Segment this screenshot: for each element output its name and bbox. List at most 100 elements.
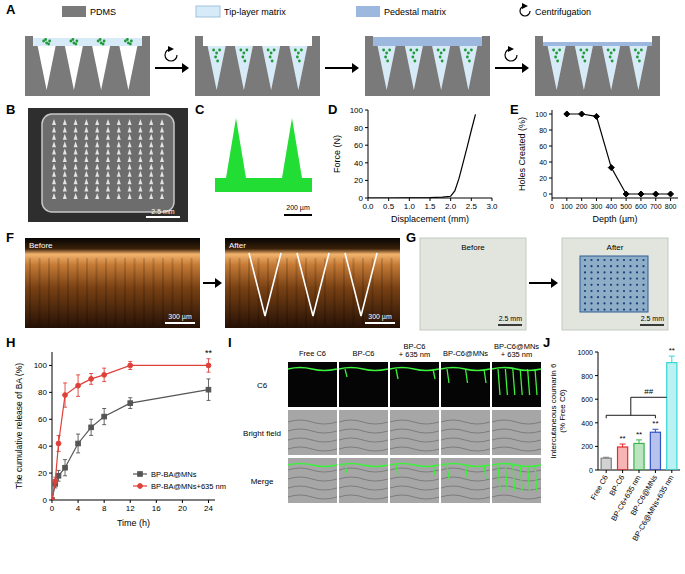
error-bar <box>57 435 61 451</box>
error-bar <box>128 398 132 409</box>
micrograph <box>492 429 541 433</box>
y-tick-label: 60 <box>354 141 363 150</box>
photo <box>149 171 153 177</box>
drug <box>74 43 77 46</box>
y-axis <box>598 352 599 470</box>
micrograph <box>466 369 468 383</box>
x-tick-label: 400 <box>605 203 617 210</box>
skin-photo <box>629 309 631 311</box>
error-bar <box>669 356 675 362</box>
oct-image <box>248 258 250 326</box>
skin-photo <box>597 278 599 280</box>
oct-image <box>96 258 98 326</box>
plot-area <box>368 114 475 198</box>
y-tick-label: 100 <box>34 361 48 370</box>
micrograph <box>339 464 388 467</box>
skin-photo <box>636 271 638 273</box>
legend-marker <box>138 472 143 477</box>
photo <box>117 149 121 155</box>
error-bar <box>63 460 67 476</box>
x-tick <box>611 198 612 201</box>
drug <box>467 52 470 55</box>
panel-letter: A <box>6 2 16 17</box>
photo <box>106 141 110 147</box>
legend-marker <box>138 484 143 489</box>
drug <box>47 43 50 46</box>
y-tick-label: 40 <box>38 442 47 451</box>
skin-photo <box>584 284 586 286</box>
y-tick-label: 0 <box>359 194 364 203</box>
annotation: ** <box>636 430 642 439</box>
micrograph <box>492 438 541 442</box>
y-tick-label: 0 <box>43 496 48 505</box>
y-axis <box>368 110 369 198</box>
skin-photo <box>590 259 592 261</box>
oct-image <box>296 258 298 326</box>
error-bar <box>76 375 80 397</box>
oct-image <box>143 258 145 326</box>
drug <box>267 49 270 52</box>
photo <box>128 171 132 177</box>
skin-photo <box>629 302 631 304</box>
photo <box>95 149 99 155</box>
photo <box>117 186 121 192</box>
x-tick <box>626 198 627 201</box>
x-tick <box>492 198 493 201</box>
drug <box>214 56 217 59</box>
skin-photo <box>590 302 592 304</box>
x-tick-label: 3.0 <box>486 202 498 211</box>
skin-photo <box>623 309 625 311</box>
arrow <box>325 67 353 69</box>
photo <box>138 119 142 125</box>
photo <box>63 163 67 169</box>
drug <box>382 49 385 52</box>
photo <box>128 186 132 192</box>
x-tick-label: 20 <box>178 504 187 513</box>
drug <box>468 60 471 63</box>
y-tick <box>365 110 368 111</box>
drug <box>470 49 473 52</box>
x-tick <box>596 198 597 201</box>
drug <box>242 52 245 55</box>
drug <box>640 49 643 52</box>
photo <box>63 178 67 184</box>
panel-letter: H <box>6 335 15 350</box>
drug <box>245 49 248 52</box>
photo <box>95 134 99 140</box>
micrograph <box>492 464 541 467</box>
photo <box>160 141 164 147</box>
oct-image <box>162 258 164 326</box>
photo <box>52 141 56 147</box>
micrograph <box>447 369 449 383</box>
x-axis-label: Time (h) <box>117 518 150 528</box>
photo <box>84 134 88 140</box>
photo <box>149 163 153 169</box>
drug <box>75 40 78 43</box>
drug <box>634 49 637 52</box>
micrograph <box>390 368 439 371</box>
skin-photo <box>623 265 625 267</box>
y-tick <box>549 146 552 147</box>
data-point <box>593 113 599 119</box>
pdms-mold <box>25 36 150 96</box>
skin-photo <box>629 265 631 267</box>
arrow <box>522 63 529 73</box>
photo <box>117 171 121 177</box>
drug <box>409 49 412 52</box>
micrograph <box>390 429 439 433</box>
significance-bracket <box>606 397 667 418</box>
plot-area <box>52 359 211 500</box>
drug <box>243 60 246 63</box>
photo <box>74 186 78 192</box>
photo <box>52 171 56 177</box>
y-tick-label: 80 <box>38 388 47 397</box>
photo <box>160 126 164 132</box>
skin-photo <box>616 296 618 298</box>
column-header: BP-C6 <box>352 349 374 358</box>
x-tick-label: 0.5 <box>383 202 395 211</box>
skin-photo <box>584 296 586 298</box>
oct-image <box>115 258 117 326</box>
x-tick <box>622 470 623 473</box>
photo <box>138 134 142 140</box>
legend-text: BP-BA@MNs+635 nm <box>151 482 226 491</box>
